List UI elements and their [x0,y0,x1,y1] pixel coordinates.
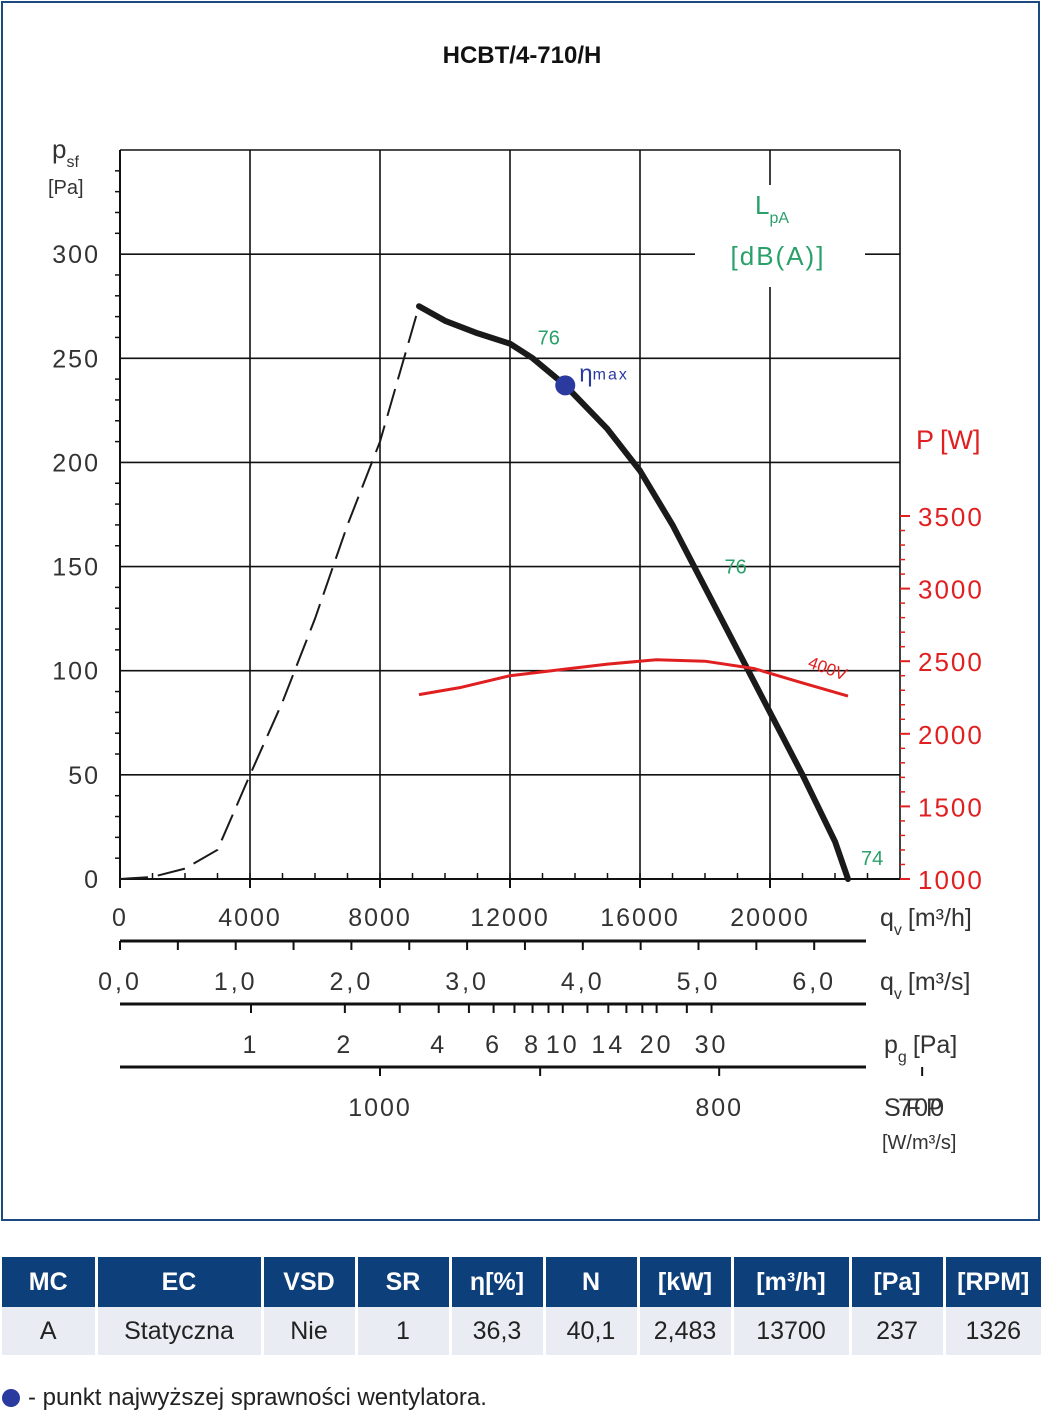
x-ms-tick-label: 6,0 [792,968,836,996]
x-pg-tick-label: 2 [336,1031,353,1059]
power-series-label: 400V [806,653,850,685]
x-main-tick-label: 0 [112,904,128,932]
table-cell: 237 [850,1307,946,1355]
x-main-tick-label: 16000 [600,904,680,932]
x-ms-tick-label: 0,0 [98,968,142,996]
y-right-tick-label: 3000 [918,575,984,605]
y-right-tick-label: 1000 [918,865,984,895]
x-sfp-axis-label: SFP [884,1094,948,1122]
y-left-tick-label: 300 [52,241,100,269]
y-right-tick-label: 1500 [918,792,984,822]
sound-level-label: 76 [725,557,747,579]
x-ms-axis-label: qv [m³/s] [880,968,970,1003]
table-header-cell: η[%] [450,1257,546,1307]
table-cell: Statyczna [96,1307,264,1355]
table-cell: 36,3 [450,1307,546,1355]
x-pg-tick-label: 30 [695,1031,729,1059]
table-header-cell: SR [356,1257,452,1307]
table-header-cell: [kW] [638,1257,734,1307]
table-header-cell: [m³/h] [732,1257,852,1307]
table-header-cell: VSD [262,1257,358,1307]
table-header-cell: EC [96,1257,264,1307]
y-right-tick-label: 2500 [918,647,984,677]
chart-title: HCBT/4-710/H [443,42,602,69]
x-main-tick-label: 8000 [348,904,412,932]
y-left-tick-label: 200 [52,449,100,477]
footnote: - punkt najwyższej sprawności wentylator… [2,1384,487,1412]
eta-max-point [555,375,576,396]
table-cell: 40,1 [544,1307,640,1355]
table-header-cell: [Pa] [850,1257,946,1307]
power-curve-400v [418,658,849,698]
x-sfp-tick-label: 1000 [348,1094,412,1122]
table-header-cell: MC [2,1257,98,1307]
x-sfp-tick-label: 700 [898,1094,946,1122]
x-pg-tick-label: 14 [591,1031,625,1059]
eta-legend-dot-icon [2,1389,20,1407]
x-pg-tick-label: 20 [640,1031,674,1059]
table-header-cell: [RPM] [944,1257,1041,1307]
x-pg-tick-label: 4 [430,1031,447,1059]
y-left-tick-label: 0 [84,866,100,894]
x-main-axis-label: qv [m³/h] [880,904,972,939]
performance-chart: HCBT/4-710/Hpsf[Pa]050100150200250300LpA… [48,42,984,1154]
x-pg-tick-label: 1 [243,1031,260,1059]
x-ms-tick-label: 5,0 [677,968,721,996]
y-left-tick-label: 150 [52,554,100,582]
lpa-unit: [dB(A)] [731,241,826,271]
table-cell: 1 [356,1307,452,1355]
y-right-tick-label: 3500 [918,502,984,532]
y-left-tick-label: 50 [68,762,100,790]
x-ms-tick-label: 2,0 [330,968,374,996]
x-pg-tick-label: 6 [485,1031,502,1059]
lpa-label: LpA [755,190,789,227]
table-cell: 13700 [732,1307,852,1355]
x-pg-axis-label: pg [Pa] [884,1031,957,1066]
x-pg-tick-label: 10 [546,1031,580,1059]
x-main-tick-label: 12000 [470,904,550,932]
table-row: A Statyczna Nie 1 36,3 40,1 2,483 13700 … [2,1307,1041,1355]
x-ms-tick-label: 3,0 [445,968,489,996]
y-left-tick-label: 100 [52,658,100,686]
table-cell: 1326 [944,1307,1041,1355]
lpa-legend-box [695,185,865,287]
x-sfp-tick-label: 800 [695,1094,743,1122]
sound-level-label: 74 [861,848,883,870]
pressure-curve [416,303,851,882]
footnote-text: - punkt najwyższej sprawności wentylator… [28,1384,487,1411]
x-pg-tick-label: 8 [524,1031,541,1059]
table-cell: Nie [262,1307,358,1355]
table-cell: 2,483 [638,1307,734,1355]
table-header-cell: N [544,1257,640,1307]
table-header-row: MC EC VSD SR η[%] N [kW] [m³/h] [Pa] [RP… [2,1257,1041,1307]
y-right-axis-label: P [W] [916,425,981,455]
y-left-axis-unit: [Pa] [48,177,84,199]
eta-max-label: ηmax [579,360,629,387]
table-cell: A [2,1307,98,1355]
x-ms-tick-label: 4,0 [561,968,605,996]
x-main-tick-label: 20000 [730,904,810,932]
spec-table: MC EC VSD SR η[%] N [kW] [m³/h] [Pa] [RP… [2,1257,1041,1355]
y-right-tick-label: 2000 [918,720,984,750]
sound-level-label: 76 [538,327,560,349]
chart-frame [1,1,1040,1221]
x-sfp-axis-unit: [W/m³/s] [882,1132,956,1154]
y-left-tick-label: 250 [52,345,100,373]
x-main-tick-label: 4000 [218,904,282,932]
x-ms-tick-label: 1,0 [214,968,258,996]
unstable-pressure-line [119,305,420,880]
y-left-axis-label: psf [52,134,79,171]
